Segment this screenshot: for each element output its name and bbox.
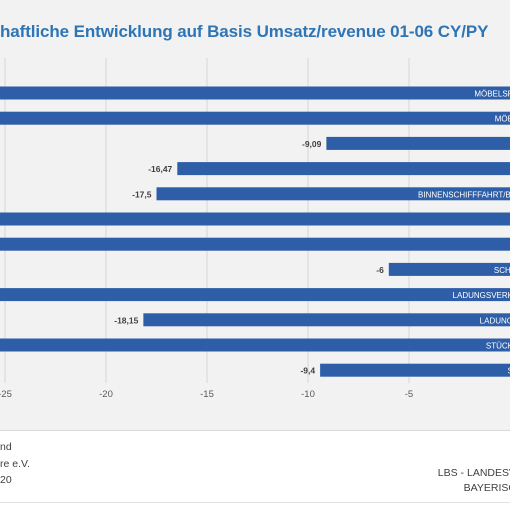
bar	[320, 363, 510, 377]
bar	[0, 86, 510, 100]
category-label: LADUNGSVERK	[453, 291, 510, 300]
bar	[156, 187, 510, 201]
chart-title: haftliche Entwicklung auf Basis Umsatz/r…	[0, 22, 489, 41]
footer-left-line-1: nd	[0, 441, 12, 453]
category-label: BINNENSCHIFFFAHRT/BI	[418, 190, 510, 199]
category-label: S	[508, 367, 510, 376]
x-tick-label: -20	[99, 389, 113, 400]
footer-left-line-2: re e.V.	[0, 458, 30, 470]
chart-frame: -25,45MÖBELSP-25,71MÖB-9,09-16,47-17,5BI…	[0, 0, 510, 431]
bar	[0, 338, 510, 352]
data-label: -9,09	[302, 139, 322, 149]
bar	[326, 136, 510, 150]
category-label: LADUNG	[480, 316, 510, 325]
x-tick-label: -15	[200, 389, 214, 400]
footer-left-line-3: 20	[0, 474, 12, 486]
category-label: SCHI	[494, 266, 510, 275]
data-label: -9,4	[300, 366, 315, 376]
bar-chart: -25,45MÖBELSP-25,71MÖB-9,09-16,47-17,5BI…	[0, 58, 510, 400]
category-label: MÖBELSP	[474, 90, 510, 99]
footer-right-line-2: BAYERISC	[463, 482, 510, 494]
data-label: -18,15	[114, 315, 138, 325]
bar	[0, 212, 510, 226]
data-label: -6	[376, 265, 384, 275]
bottom-divider	[0, 502, 510, 503]
footer-right: LBS - LANDESV BAYERISC	[438, 466, 510, 496]
bar	[177, 162, 510, 176]
x-tick-label: -10	[301, 389, 315, 400]
bar	[0, 237, 510, 251]
bar	[0, 288, 510, 302]
bar	[388, 262, 510, 276]
bar	[0, 111, 510, 125]
x-tick-label: -5	[405, 389, 413, 400]
data-label: -17,5	[132, 189, 152, 199]
data-label: -16,47	[148, 164, 172, 174]
x-tick-label: -25	[0, 389, 12, 400]
bar	[143, 313, 510, 327]
category-label: MÖB	[495, 115, 510, 124]
category-label: STÜCK	[486, 342, 510, 351]
footer-right-line-1: LBS - LANDESV	[437, 467, 510, 479]
